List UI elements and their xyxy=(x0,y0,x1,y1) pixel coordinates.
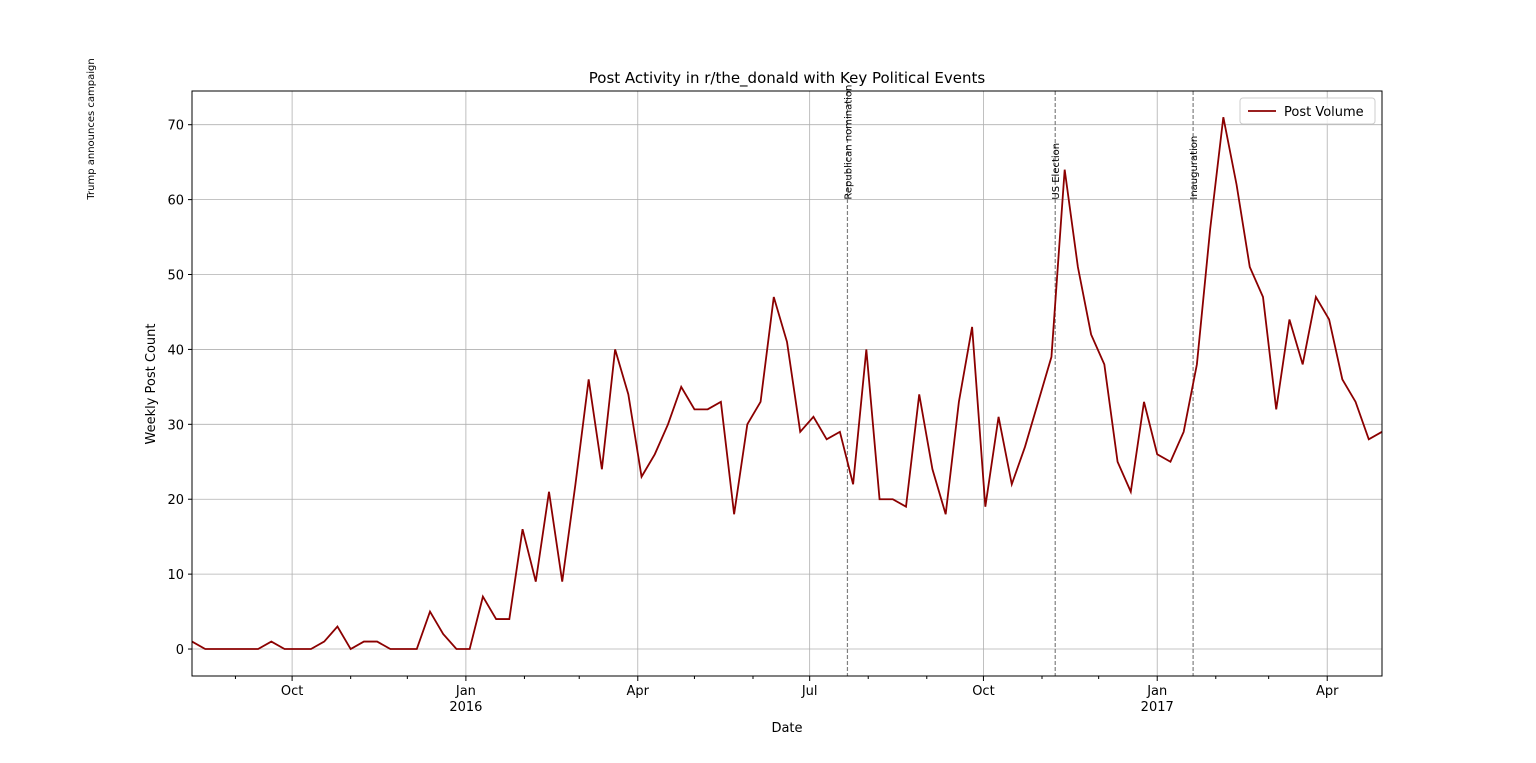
y-tick-label: 0 xyxy=(176,643,184,658)
y-tick-label: 50 xyxy=(167,269,184,284)
event-label: Trump announces campaign xyxy=(86,58,97,200)
y-tick-label: 20 xyxy=(167,493,184,508)
plot-clip xyxy=(192,91,1382,676)
chart-title: Post Activity in r/the_donald with Key P… xyxy=(589,69,986,88)
x-tick-label: Oct xyxy=(281,684,303,699)
legend-box xyxy=(1239,97,1376,125)
plot-frame xyxy=(191,90,1383,677)
y-axis-label: Weekly Post Count xyxy=(144,324,159,445)
y-tick-label: 70 xyxy=(167,119,184,134)
y-tick-label: 30 xyxy=(167,418,184,433)
x-tick-label: Jul xyxy=(801,684,818,699)
x-tick-label: Apr xyxy=(627,684,650,699)
x-axis-label: Date xyxy=(771,721,802,736)
y-tick-label: 10 xyxy=(167,568,184,583)
x-tick-label: Jan 2017 xyxy=(1141,684,1174,715)
legend-label: Post Volume xyxy=(1284,105,1364,120)
x-tick-label: Jan 2016 xyxy=(449,684,482,715)
x-tick-label: Apr xyxy=(1316,684,1339,699)
event-label: Inauguration xyxy=(1189,136,1200,200)
event-label: Republican nomination xyxy=(843,85,854,200)
y-tick-label: 60 xyxy=(167,194,184,209)
event-label: US Election xyxy=(1051,143,1062,200)
data-line xyxy=(192,117,1382,651)
x-tick-label: Oct xyxy=(972,684,994,699)
y-tick-label: 40 xyxy=(167,343,184,358)
